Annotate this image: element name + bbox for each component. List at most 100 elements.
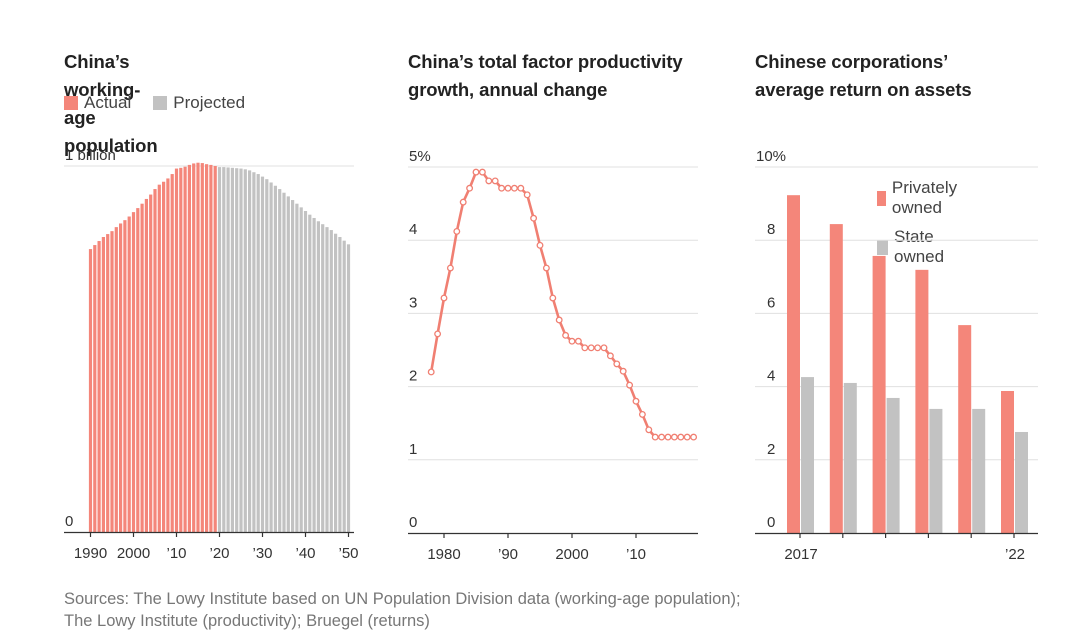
population-bar [179, 167, 183, 532]
tfp-point [619, 367, 627, 375]
population-bar [243, 169, 247, 532]
y-tick-label: 8 [767, 221, 775, 238]
tfp-point [446, 264, 454, 272]
tfp-point [478, 168, 486, 176]
population-bar [183, 166, 187, 532]
y-tick-label: 0 [65, 513, 73, 530]
y-tick-label: 10% [756, 148, 786, 165]
population-bar [114, 227, 118, 532]
tfp-point [606, 352, 614, 360]
tfp-point [638, 410, 646, 418]
legend-label-state: State owned [893, 227, 945, 266]
population-bar [213, 166, 217, 532]
population-bar [144, 198, 148, 532]
legend-swatch-actual [64, 96, 78, 110]
legend-swatch-state [877, 239, 888, 255]
population-bar [106, 234, 110, 533]
tfp-point [683, 433, 691, 441]
tfp-point [594, 344, 602, 352]
population-bar [346, 244, 351, 532]
y-tick-label: 0 [767, 514, 775, 531]
roa-legend: Privately owned State owned [877, 178, 985, 267]
population-bar [235, 168, 239, 533]
population-bar [295, 203, 299, 532]
x-tick-label: ’90 [498, 546, 518, 563]
population-bar [286, 196, 290, 533]
tfp-point [530, 214, 538, 222]
tfp-point [440, 294, 448, 302]
population-bar [278, 189, 282, 533]
sources-line-2: The Lowy Institute (productivity); Brueg… [64, 612, 430, 630]
x-tick-label: ’20 [209, 545, 229, 562]
population-bar [338, 237, 342, 532]
tfp-point [491, 177, 499, 185]
tfp-point [542, 264, 550, 272]
population-bar [196, 162, 200, 532]
population-bar [166, 178, 170, 532]
tfp-point [670, 433, 678, 441]
y-tick-label: 4 [409, 221, 417, 238]
y-tick-label: 1 [409, 441, 417, 458]
population-bar [312, 217, 316, 533]
x-tick-label: ’10 [626, 546, 646, 563]
y-tick-label: 1 billion [65, 147, 116, 164]
population-bar [153, 189, 157, 533]
roa-chart-title: Chinese corporations’ average return on … [755, 51, 972, 100]
tfp-line [429, 170, 694, 439]
tfp-point [434, 330, 442, 338]
population-bar [334, 233, 338, 532]
tfp-point [549, 294, 557, 302]
tfp-point [587, 344, 595, 352]
y-tick-label: 5% [409, 148, 431, 165]
population-bar [265, 179, 269, 532]
private-bar [958, 325, 972, 533]
population-bar [88, 249, 93, 532]
population-bar [136, 208, 140, 532]
tfp-point [568, 337, 576, 345]
population-bar [97, 241, 101, 532]
population-bar [291, 200, 295, 532]
population-bar [200, 163, 204, 532]
private-bar [1001, 390, 1014, 533]
state-bar [929, 408, 943, 533]
state-bar [972, 408, 986, 533]
population-bar [187, 164, 191, 533]
legend-item-private: Privately owned [877, 178, 963, 218]
population-bar [299, 207, 303, 532]
population-bar [239, 168, 243, 532]
tfp-point [459, 198, 467, 206]
tfp-point [626, 381, 634, 389]
tfp-chart-title: China’s total factor productivity growth… [408, 51, 683, 100]
state-bar [801, 377, 814, 533]
legend-label-private: Privately owned [891, 178, 958, 217]
state-bar [886, 397, 900, 533]
population-bar [170, 174, 174, 532]
population-bar [140, 203, 144, 532]
tfp-point [562, 331, 570, 339]
tfp-point [677, 433, 685, 441]
population-bar [226, 167, 230, 533]
population-bar [192, 163, 196, 533]
population-bar [131, 212, 136, 532]
tfp-point [555, 316, 563, 324]
population-bar [316, 221, 320, 533]
x-tick-label: ’50 [338, 545, 358, 562]
legend-item-actual: Actual [64, 93, 131, 113]
population-bar [119, 223, 123, 532]
private-bar [915, 269, 929, 533]
population-bar [273, 185, 277, 532]
population-bar [222, 167, 226, 532]
population-bar [252, 172, 256, 533]
population-bar [101, 237, 105, 532]
x-tick-label: 2000 [117, 545, 150, 562]
legend-label-projected: Projected [173, 93, 246, 112]
tfp-point [498, 184, 506, 192]
x-tick-label: 1990 [74, 545, 107, 562]
population-bar [123, 220, 127, 532]
y-tick-label: 6 [767, 294, 775, 311]
tfp-point [574, 337, 582, 345]
private-bar [872, 255, 886, 534]
y-tick-label: 4 [767, 368, 775, 385]
population-bar [110, 231, 114, 532]
y-tick-label: 3 [409, 294, 417, 311]
